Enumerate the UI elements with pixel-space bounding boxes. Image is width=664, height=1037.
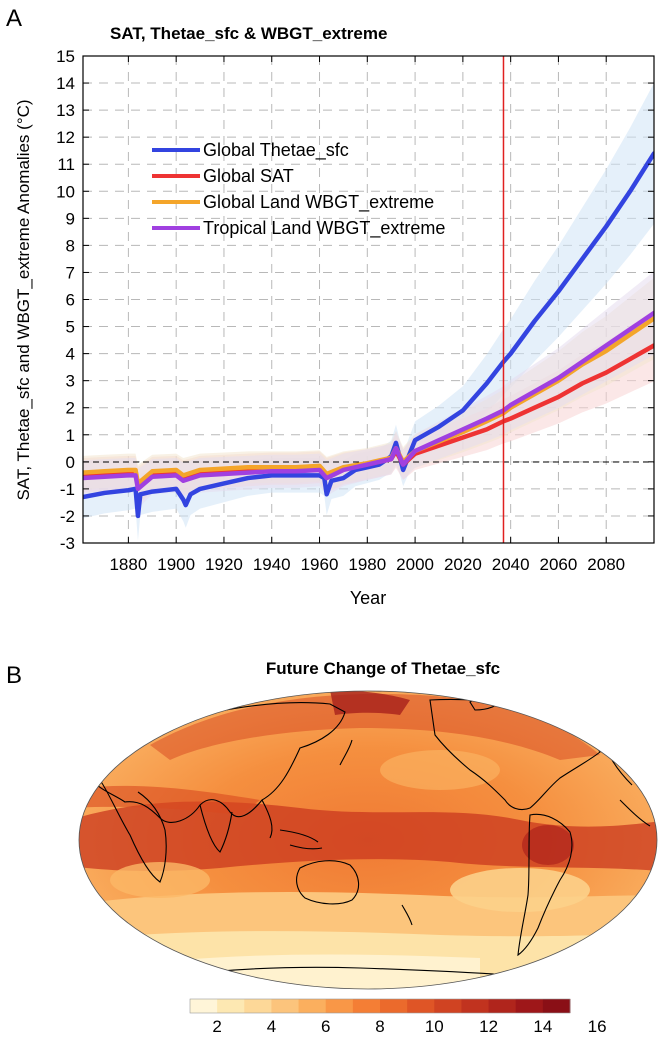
colorbar-tick-label: 10 — [425, 1017, 444, 1036]
series-lines — [83, 151, 654, 519]
colorbar-swatch — [461, 999, 490, 1013]
chart-title: SAT, Thetae_sfc & WBGT_extreme — [110, 24, 387, 43]
colorbar-frame — [189, 998, 571, 1014]
y-tick-label: 13 — [56, 101, 75, 120]
legend: Global Thetae_sfc Global SAT Global Land W… — [152, 140, 445, 239]
panel-a-letter: A — [6, 5, 22, 32]
y-tick-label: 4 — [66, 345, 75, 364]
series-line — [83, 151, 654, 519]
world-map — [78, 690, 658, 990]
colorbar-swatch — [407, 999, 435, 1013]
legend-label: Tropical Land WBGT_extreme — [203, 218, 445, 239]
y-tick-label: 2 — [66, 399, 75, 418]
y-tick-label: 12 — [56, 128, 75, 147]
map-title: Future Change of Thetae_sfc — [266, 659, 500, 678]
x-tick-label: 1880 — [109, 555, 147, 574]
series-line — [83, 310, 654, 492]
legend-label: Global Land WBGT_extreme — [203, 192, 434, 213]
colorbar-swatch — [325, 999, 354, 1013]
colorbar-swatch — [434, 999, 462, 1013]
x-tick-label: 1920 — [205, 555, 243, 574]
colorbar-swatch — [271, 999, 300, 1013]
panel-b-letter: B — [6, 662, 22, 689]
colorbar-tick-label: 8 — [375, 1017, 384, 1036]
x-tick-label: 2000 — [396, 555, 434, 574]
x-tick-label: 1960 — [301, 555, 339, 574]
y-tick-label: 5 — [66, 318, 75, 337]
y-tick-label: 8 — [66, 236, 75, 255]
y-tick-label: 9 — [66, 209, 75, 228]
y-tick-label: -3 — [60, 534, 75, 553]
y-tick-label: 7 — [66, 263, 75, 282]
y-tick-label: 0 — [66, 453, 75, 472]
x-tick-label: 1980 — [348, 555, 386, 574]
map-outline — [78, 690, 658, 990]
y-tick-label: 3 — [66, 372, 75, 391]
legend-label: Global SAT — [203, 166, 294, 186]
colorbar-tick-label: 2 — [212, 1017, 221, 1036]
y-tick-label: 11 — [57, 155, 75, 174]
colorbar-tick-label: 6 — [321, 1017, 330, 1036]
y-axis-label: SAT, Thetae_sfc and WBGT_extreme Anomali… — [14, 99, 33, 500]
colorbar-tick-label: 16 — [588, 1017, 607, 1036]
colorbar-swatch — [488, 999, 517, 1013]
x-tick-label: 2020 — [444, 555, 482, 574]
x-tick-label: 2080 — [587, 555, 625, 574]
colorbar-tick-label: 14 — [533, 1017, 552, 1036]
colorbar-tick-label: 12 — [479, 1017, 498, 1036]
y-tick-label: -2 — [60, 507, 75, 526]
y-tick-label: 6 — [66, 291, 75, 310]
colorbar-swatch — [298, 999, 327, 1013]
colorbar: 2 4 6 8 10 12 14 16 — [189, 998, 607, 1036]
y-tick-label: -1 — [60, 480, 75, 499]
colorbar-swatch — [244, 999, 272, 1013]
colorbar-swatch — [380, 999, 408, 1013]
colorbar-swatch — [352, 999, 381, 1013]
x-tick-label: 2040 — [492, 555, 530, 574]
colorbar-swatch — [217, 999, 245, 1013]
colorbar-swatch — [515, 999, 544, 1013]
y-tick-label: 10 — [56, 182, 75, 201]
colorbar-swatch — [542, 999, 571, 1013]
colorbar-swatch — [190, 999, 218, 1013]
x-axis-label: Year — [350, 588, 386, 608]
y-tick-label: 1 — [66, 426, 75, 445]
colorbar-tick-label: 4 — [267, 1017, 276, 1036]
x-axis: 1880 1900 1920 1940 1960 1980 2000 2020 2040 2060… — [109, 56, 625, 574]
legend-label: Global Thetae_sfc — [203, 140, 349, 161]
y-tick-label: 14 — [56, 74, 75, 93]
x-tick-label: 2060 — [540, 555, 578, 574]
y-tick-label: 15 — [56, 47, 75, 66]
x-tick-label: 1940 — [253, 555, 291, 574]
x-tick-label: 1900 — [157, 555, 195, 574]
